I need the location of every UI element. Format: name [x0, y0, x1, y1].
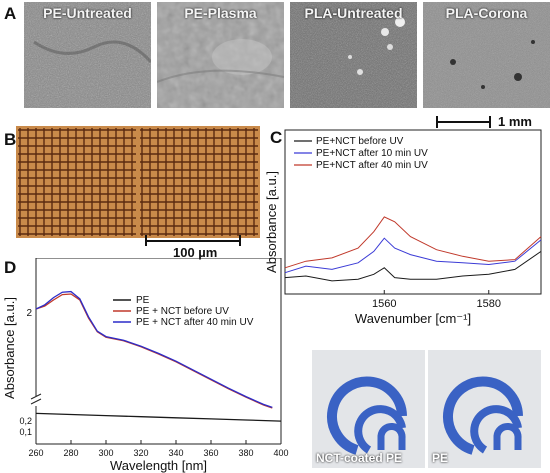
- legend-label: PE+NCT after 10 min UV: [316, 148, 428, 159]
- sem-image-pla-corona: PLA-Corona: [423, 2, 550, 108]
- cnr-logo-icon: [312, 350, 425, 468]
- scale-bar-a: [436, 121, 490, 123]
- sem-title: PLA-Untreated: [304, 5, 403, 21]
- series-line-0: [35, 412, 282, 422]
- y-axis-label: Absorbance [a.u.]: [264, 171, 279, 273]
- scale-bar-b: [145, 240, 240, 242]
- x-tick-label: 360: [203, 448, 218, 458]
- x-tick-label: 320: [133, 448, 148, 458]
- sem-title: PLA-Corona: [445, 5, 528, 21]
- series-line-1: [284, 237, 542, 274]
- sem-title: PE-Plasma: [184, 5, 257, 21]
- scale-bar-b-label: 100 µm: [173, 245, 218, 260]
- mesh-grid: [138, 126, 260, 238]
- sem-image-pe-plasma: PE-Plasma: [157, 2, 284, 108]
- legend-label: PE + NCT after 40 min UV: [136, 317, 254, 328]
- photo-caption: NCT-coated PE: [316, 451, 403, 465]
- x-tick-label: 1560: [372, 298, 396, 310]
- scale-bar-a-label: 1 mm: [498, 114, 532, 129]
- mesh-grid: [16, 126, 138, 238]
- sem-texture: [24, 2, 151, 108]
- scale-bar-tick: [239, 235, 241, 246]
- grid-field: [16, 126, 138, 238]
- axis-break: [30, 398, 42, 405]
- sem-texture: [290, 2, 417, 108]
- photo-caption: PE: [432, 451, 449, 465]
- chart-c: 1560 1580 Wavenumber [cm⁻¹] Absorbance [a.u…: [264, 129, 542, 326]
- x-tick-label: 380: [238, 448, 253, 458]
- scale-bar-tick: [145, 235, 147, 246]
- micro-grid-image-2: [138, 126, 260, 238]
- sem-image-pla-untreated: PLA-Untreated: [290, 2, 417, 108]
- scale-bar-tick: [489, 116, 491, 128]
- sem-title: PE-Untreated: [43, 5, 132, 21]
- legend-label: PE+NCT after 40 min UV: [316, 160, 428, 171]
- x-tick-label: 280: [63, 448, 78, 458]
- series-line-2: [35, 290, 273, 409]
- sem-image-pe-untreated: PE-Untreated: [24, 2, 151, 108]
- legend-label: PE+NCT before UV: [316, 136, 404, 147]
- scale-bar-tick: [436, 116, 438, 128]
- x-axis-label: Wavelength [nm]: [110, 458, 207, 473]
- series-line-0: [284, 250, 542, 282]
- y-tick-label: 0,1: [19, 427, 32, 437]
- sem-texture: [157, 2, 284, 108]
- panel-label-a: A: [4, 4, 17, 23]
- x-tick-label: 400: [273, 448, 288, 458]
- y-axis-label: Absorbance [a.u.]: [2, 297, 17, 399]
- series-line-2: [284, 216, 542, 269]
- y-tick-label: 0,2: [19, 416, 32, 426]
- legend-label: PE: [136, 295, 150, 306]
- micro-grid-image-1: [16, 126, 138, 238]
- chart-d: 260 280 300 320 340 360 380 400 2 0,20,1 Wavelengt…: [2, 258, 289, 473]
- x-axis-label: Wavenumber [cm⁻¹]: [355, 311, 471, 326]
- photo-pe: PE: [428, 350, 541, 468]
- legend-label: PE + NCT before UV: [136, 306, 229, 317]
- y-tick-label: 2: [26, 308, 32, 319]
- cnr-logo-icon: [428, 350, 541, 468]
- x-tick-label: 340: [168, 448, 183, 458]
- sem-texture: [423, 2, 550, 108]
- plot-frame: [284, 129, 542, 295]
- x-tick-label: 300: [98, 448, 113, 458]
- panel-label-d: D: [4, 258, 17, 277]
- panel-label-c: C: [270, 128, 283, 147]
- axis-break: [30, 393, 42, 400]
- photo-nct-coated-pe: NCT-coated PE: [312, 350, 425, 468]
- panel-label-b: B: [4, 130, 17, 149]
- x-tick-label: 260: [28, 448, 43, 458]
- grid-field: [138, 126, 260, 238]
- x-tick-label: 1580: [477, 298, 501, 310]
